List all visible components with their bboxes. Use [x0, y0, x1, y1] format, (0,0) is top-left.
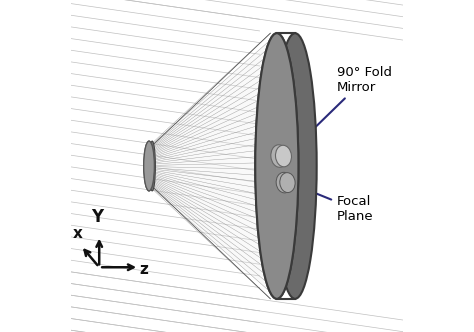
Text: z: z [139, 262, 148, 278]
Ellipse shape [273, 33, 317, 299]
Polygon shape [152, 40, 270, 292]
Ellipse shape [280, 173, 295, 193]
Ellipse shape [144, 141, 155, 191]
Ellipse shape [271, 145, 288, 167]
Ellipse shape [255, 33, 299, 299]
Text: Focal
Plane: Focal Plane [298, 186, 373, 223]
Ellipse shape [144, 141, 155, 191]
Text: Y: Y [91, 208, 104, 226]
Ellipse shape [275, 145, 292, 167]
Ellipse shape [276, 172, 292, 193]
Ellipse shape [255, 33, 299, 299]
Text: 90° Fold
Mirror: 90° Fold Mirror [294, 66, 392, 148]
Text: x: x [73, 226, 82, 241]
Ellipse shape [149, 141, 155, 191]
